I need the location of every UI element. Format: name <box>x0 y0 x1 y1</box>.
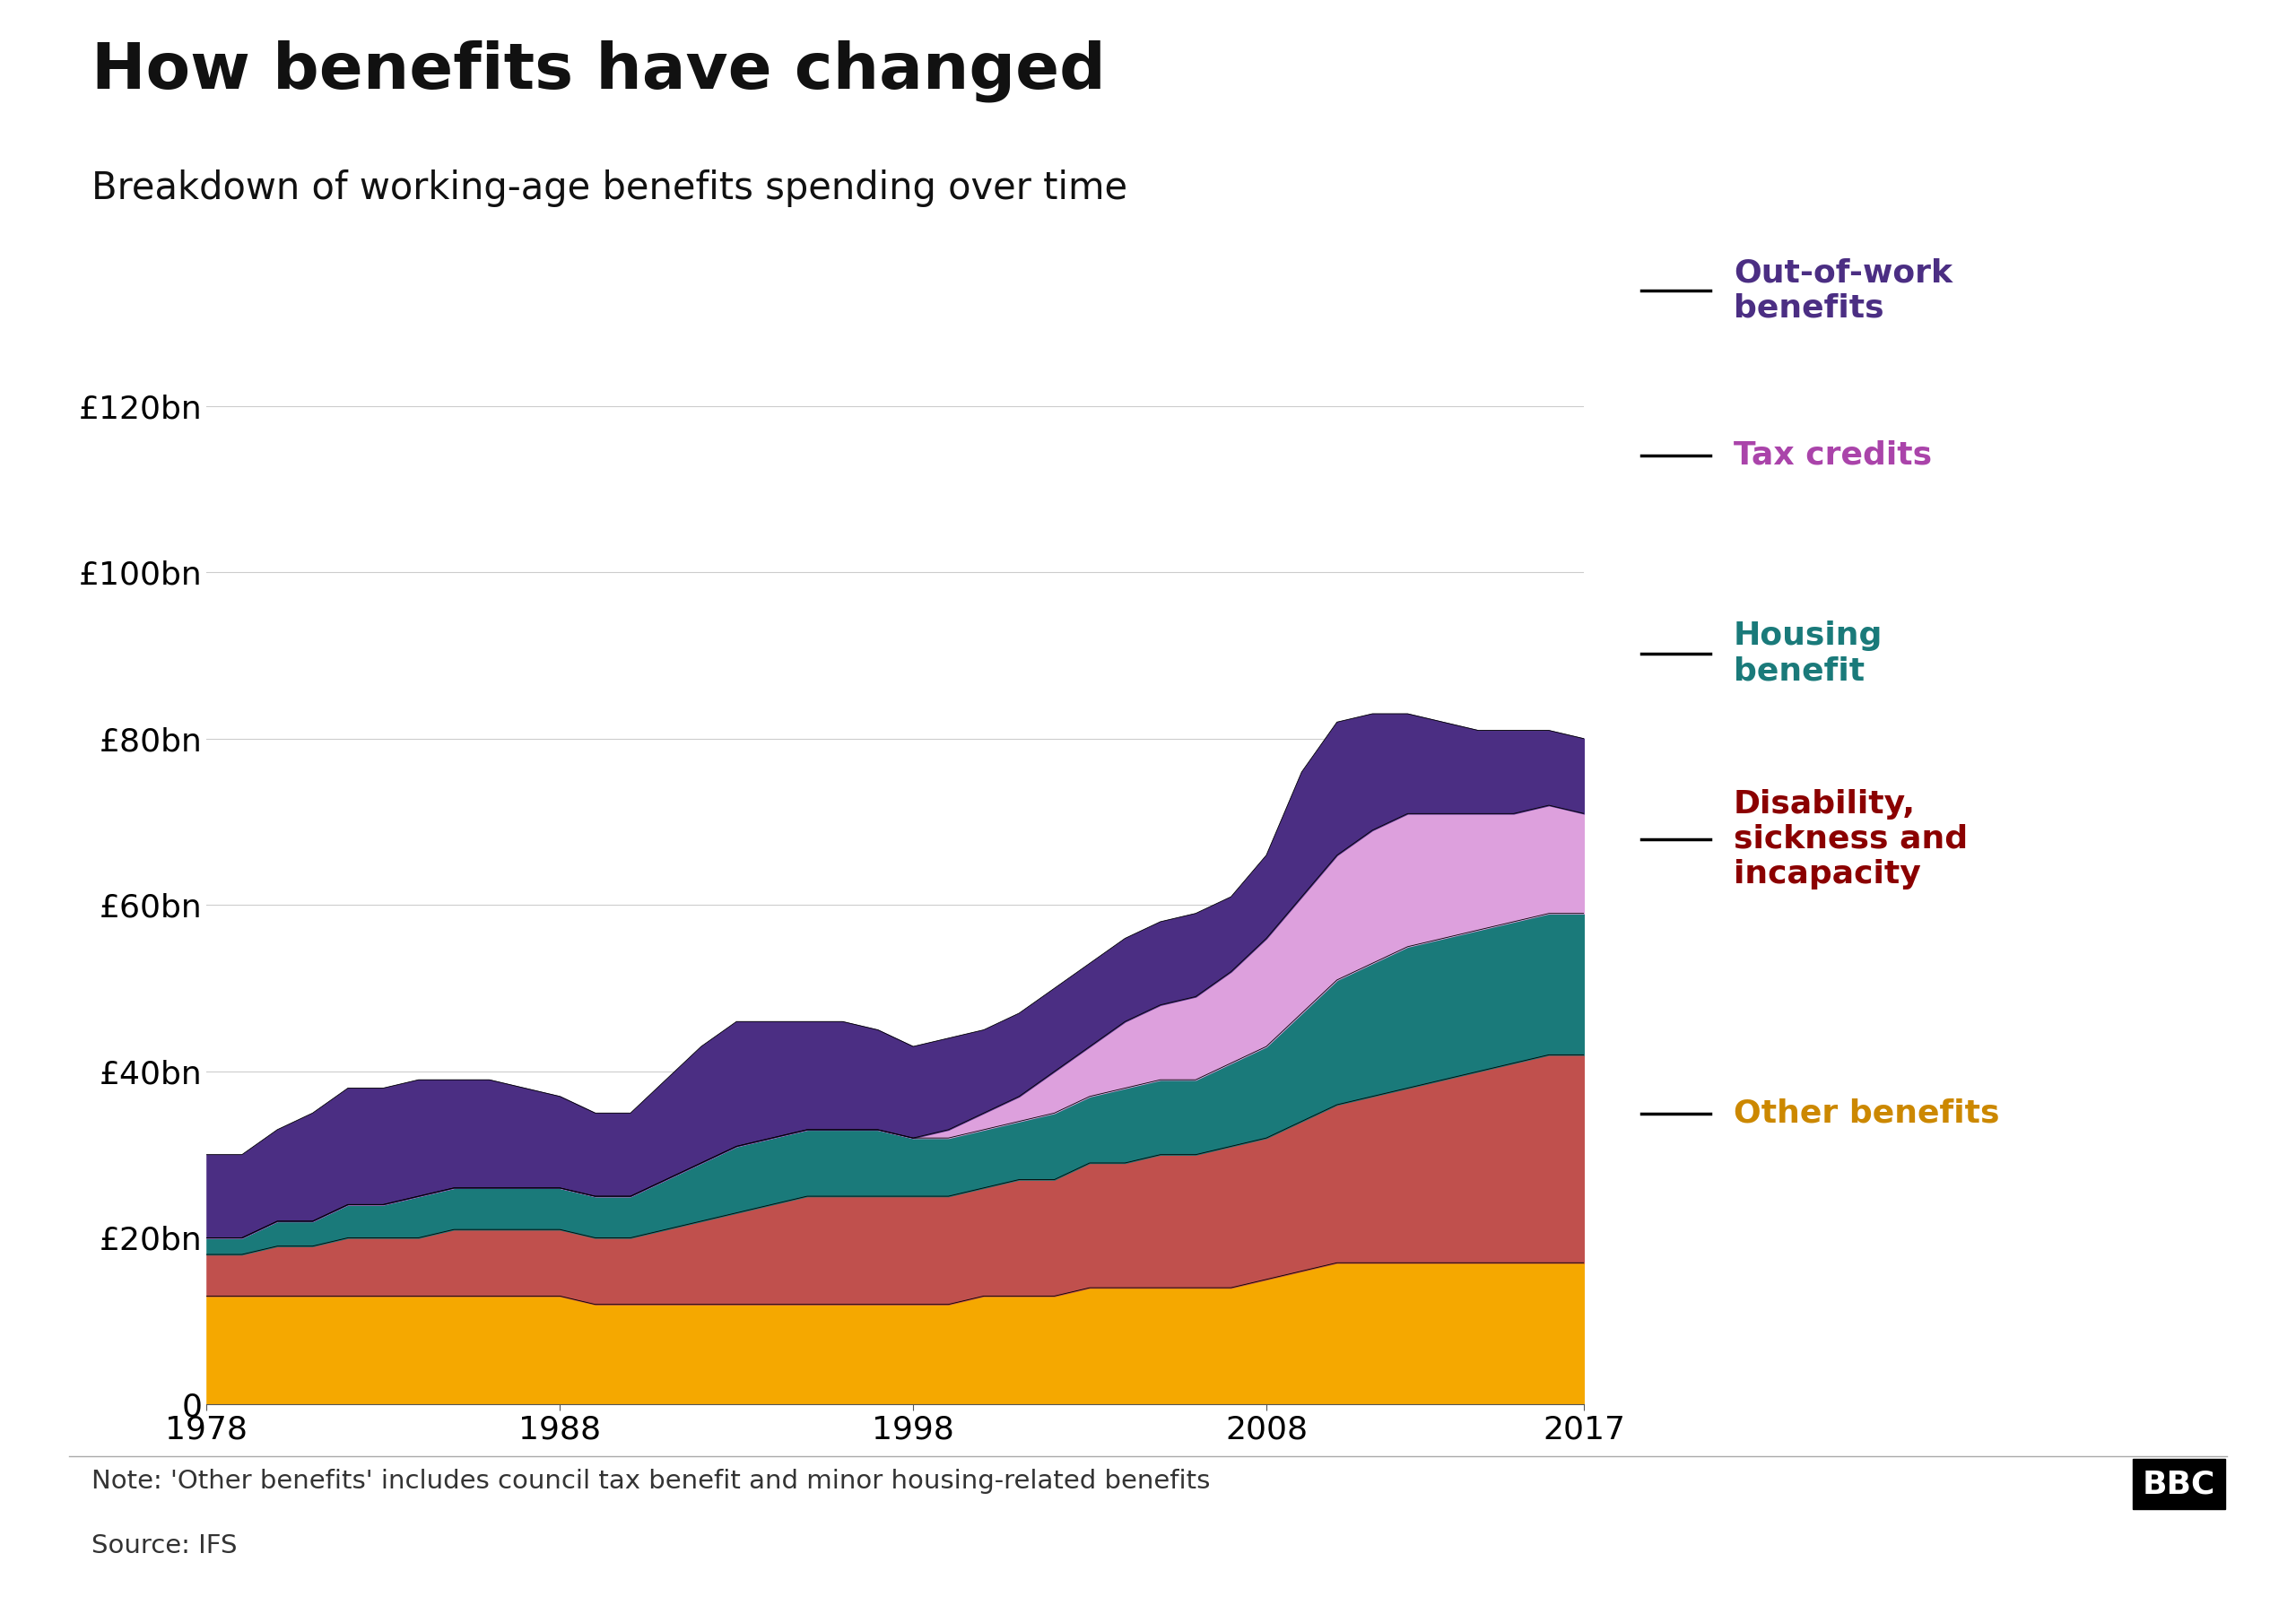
Text: BBC: BBC <box>2142 1469 2216 1499</box>
Text: Source: IFS: Source: IFS <box>92 1533 236 1559</box>
Text: Tax credits: Tax credits <box>1733 441 1931 470</box>
Text: Disability,
sickness and
incapacity: Disability, sickness and incapacity <box>1733 789 1968 889</box>
Text: Other benefits: Other benefits <box>1733 1099 2000 1128</box>
Text: Note: 'Other benefits' includes council tax benefit and minor housing-related be: Note: 'Other benefits' includes council … <box>92 1469 1210 1495</box>
Text: Breakdown of working-age benefits spending over time: Breakdown of working-age benefits spendi… <box>92 169 1127 207</box>
Text: How benefits have changed: How benefits have changed <box>92 40 1107 103</box>
Text: Out-of-work
benefits: Out-of-work benefits <box>1733 258 1952 323</box>
Text: Housing
benefit: Housing benefit <box>1733 621 1883 686</box>
